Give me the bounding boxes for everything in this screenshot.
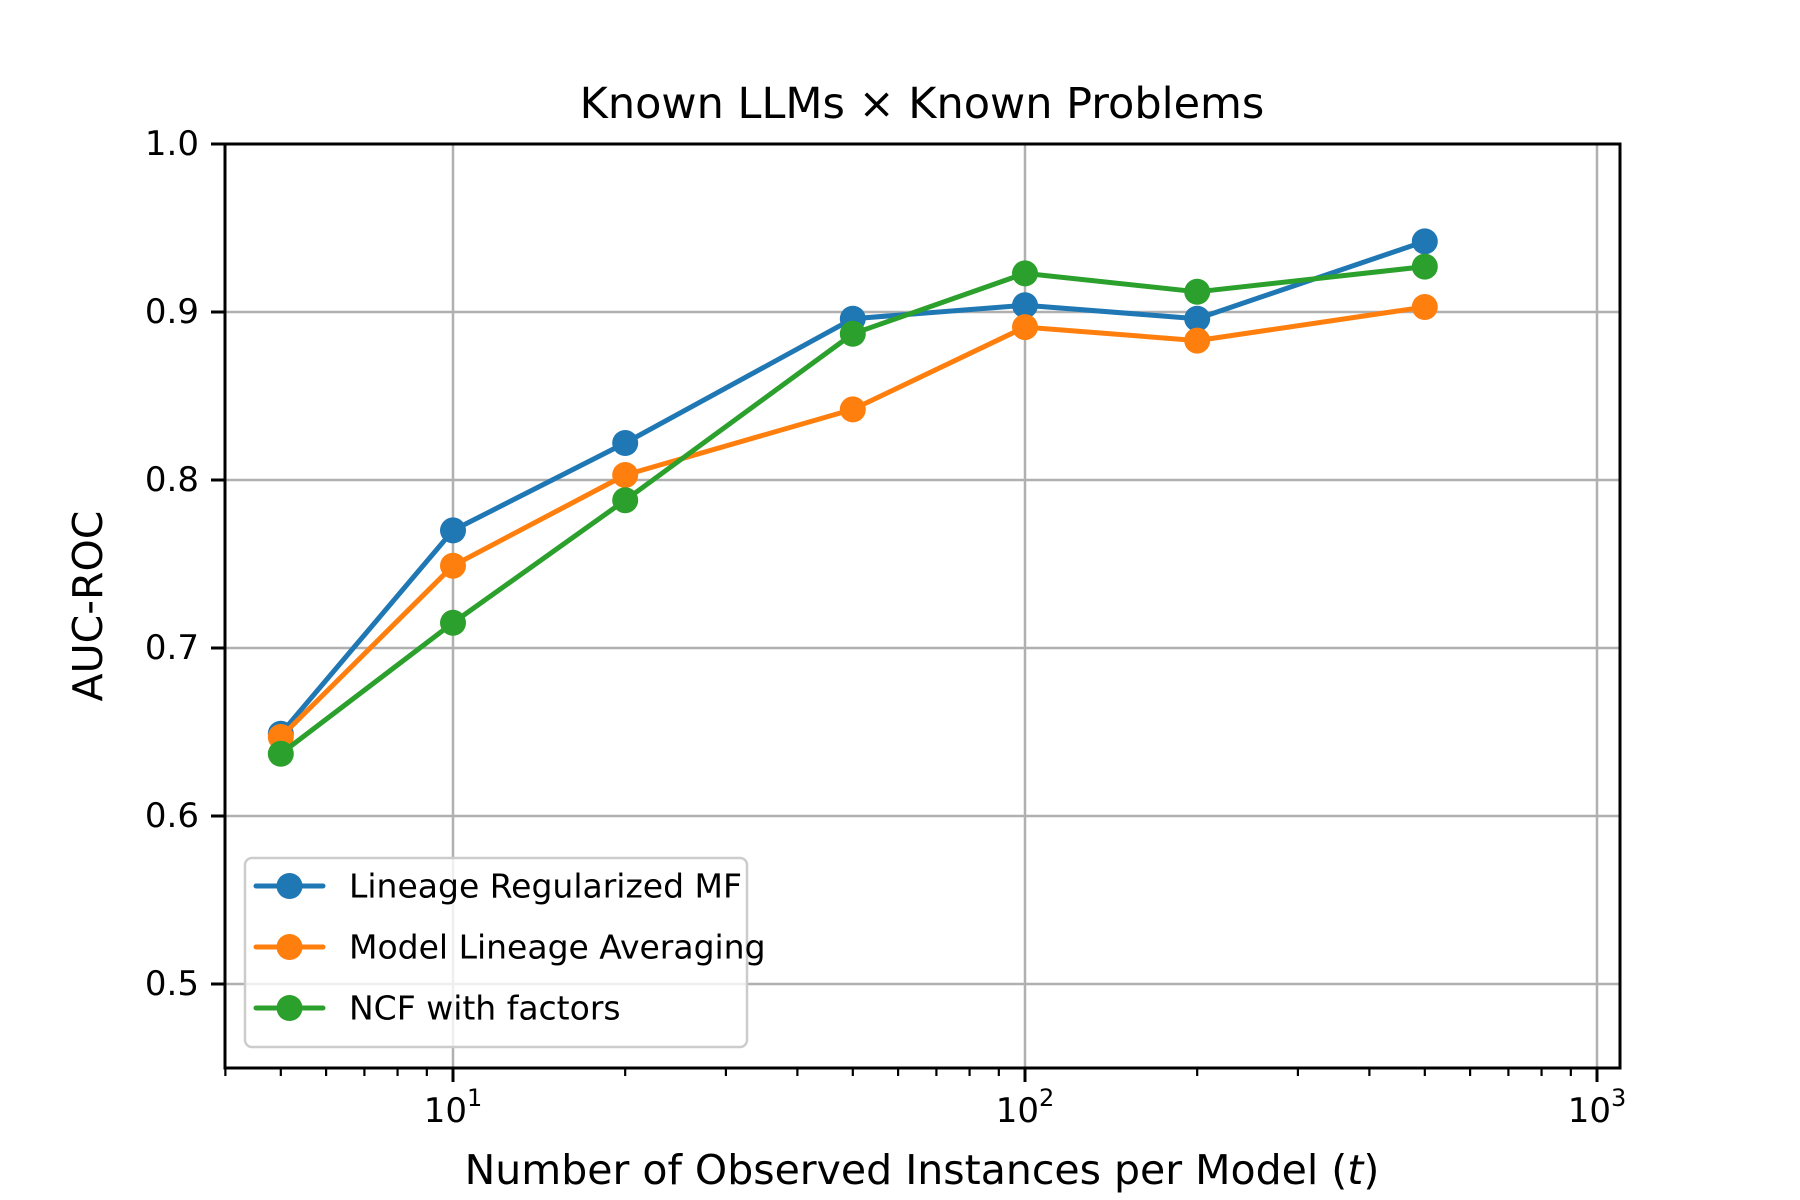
data-point-model-lineage-averaging bbox=[839, 396, 866, 423]
data-point-ncf-with-factors bbox=[1411, 253, 1438, 280]
legend: Lineage Regularized MF Model Lineage Aver… bbox=[243, 856, 766, 1049]
x-axis-label-suffix: ) bbox=[1363, 1146, 1379, 1194]
legend-marker-icon bbox=[276, 873, 303, 899]
data-point-lineage-regularized-mf bbox=[612, 430, 639, 456]
data-point-model-lineage-averaging bbox=[1411, 294, 1438, 320]
data-point-model-lineage-averaging bbox=[1184, 327, 1211, 354]
data-point-ncf-with-factors bbox=[1184, 278, 1211, 305]
data-point-ncf-with-factors bbox=[267, 740, 294, 767]
y-tick-label: 0.9 bbox=[145, 292, 199, 332]
plot-border bbox=[223, 142, 1622, 1070]
data-point-lineage-regularized-mf bbox=[1012, 292, 1038, 319]
series-layer bbox=[267, 228, 1438, 767]
x-axis-label-prefix: Number of Observed Instances per Model ( bbox=[465, 1146, 1348, 1194]
data-point-ncf-with-factors bbox=[839, 320, 866, 347]
data-point-ncf-with-factors bbox=[1012, 260, 1038, 287]
data-point-model-lineage-averaging bbox=[440, 552, 466, 579]
data-point-lineage-regularized-mf bbox=[1411, 228, 1438, 255]
data-point-model-lineage-averaging bbox=[1012, 314, 1038, 341]
y-tick-label: 0.7 bbox=[145, 628, 199, 668]
legend-marker-icon bbox=[276, 934, 303, 960]
x-tick-label: 101 bbox=[424, 1084, 483, 1131]
x-axis-label-italic-t: t bbox=[1347, 1146, 1365, 1194]
legend-label: NCF with factors bbox=[349, 989, 621, 1028]
legend-label: Lineage Regularized MF bbox=[349, 867, 742, 906]
x-tick-label: 103 bbox=[1568, 1084, 1627, 1131]
legend-marker-icon bbox=[276, 995, 303, 1021]
x-tick-label: 102 bbox=[996, 1084, 1055, 1131]
y-tick-label: 0.6 bbox=[145, 796, 199, 836]
legend-item-lineage-regularized-mf: Lineage Regularized MF bbox=[253, 867, 742, 906]
legend-label: Model Lineage Averaging bbox=[349, 928, 766, 967]
data-point-ncf-with-factors bbox=[440, 609, 466, 636]
data-point-ncf-with-factors bbox=[612, 487, 639, 514]
chart-title: Known LLMs × Known Problems bbox=[580, 79, 1265, 129]
legend-item-model-lineage-averaging: Model Lineage Averaging bbox=[253, 928, 766, 967]
y-tick-label: 0.5 bbox=[145, 964, 199, 1004]
y-axis-label: AUC-ROC bbox=[64, 511, 112, 702]
y-tick-label: 0.8 bbox=[145, 460, 199, 500]
legend-item-ncf-with-factors: NCF with factors bbox=[253, 989, 621, 1028]
y-tick-label: 1.0 bbox=[145, 124, 199, 164]
data-point-model-lineage-averaging bbox=[612, 462, 639, 488]
data-point-lineage-regularized-mf bbox=[440, 517, 466, 544]
tick-layer: 0.5 0.6 0.7 0.8 0.9 1.0 101 102 103 bbox=[145, 124, 1626, 1131]
x-axis-label: Number of Observed Instances per Model (… bbox=[465, 1146, 1380, 1194]
legend-frame bbox=[243, 856, 749, 1049]
data-point-lineage-regularized-mf bbox=[1184, 305, 1211, 332]
